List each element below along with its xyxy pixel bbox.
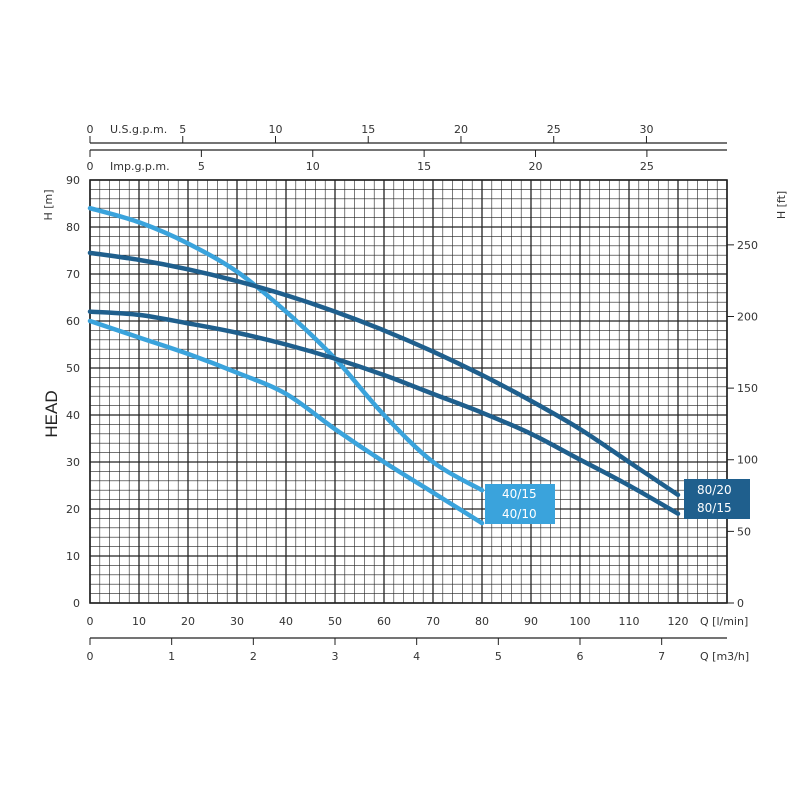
impgpm-name: Imp.g.p.m. (110, 160, 170, 173)
lmin-tick-label: 90 (524, 615, 538, 628)
right-tick-label: 150 (737, 382, 758, 395)
m3h-tick-label: 0 (87, 650, 94, 663)
impgpm-tick-label: 20 (529, 160, 543, 173)
usgpm-tick-label: 25 (547, 123, 561, 136)
left-tick-label: 0 (73, 597, 80, 610)
usgpm-tick-label: 5 (179, 123, 186, 136)
m3h-tick-label: 5 (495, 650, 502, 663)
right-tick-label: 50 (737, 525, 751, 538)
left-tick-label: 90 (66, 174, 80, 187)
left-unit-label: H [m] (42, 189, 55, 220)
right-tick-label: 250 (737, 239, 758, 252)
impgpm-tick-label: 15 (417, 160, 431, 173)
lmin-tick-label: 0 (87, 615, 94, 628)
m3h-tick-label: 7 (658, 650, 665, 663)
m3h-tick-label: 1 (168, 650, 175, 663)
left-tick-label: 30 (66, 456, 80, 469)
lmin-tick-label: 100 (570, 615, 591, 628)
series-label-40-15: 40/15 (502, 487, 537, 501)
usgpm-tick-label: 0 (87, 123, 94, 136)
lmin-tick-label: 10 (132, 615, 146, 628)
impgpm-tick-label: 5 (198, 160, 205, 173)
m3h-tick-label: 3 (332, 650, 339, 663)
usgpm-name: U.S.g.p.m. (110, 123, 167, 136)
left-tick-label: 50 (66, 362, 80, 375)
right-tick-label: 100 (737, 454, 758, 467)
series-label-80-20: 80/20 (697, 483, 732, 497)
left-tick-label: 70 (66, 268, 80, 281)
head-side-label: HEAD (42, 390, 61, 437)
lmin-tick-label: 70 (426, 615, 440, 628)
left-tick-label: 40 (66, 409, 80, 422)
series-label-40-10: 40/10 (502, 507, 537, 521)
lmin-tick-label: 60 (377, 615, 391, 628)
right-tick-label: 200 (737, 310, 758, 323)
right-tick-label: 0 (737, 597, 744, 610)
lmin-tick-label: 120 (668, 615, 689, 628)
m3h-tick-label: 2 (250, 650, 257, 663)
curve-80-15 (87, 309, 681, 516)
impgpm-tick-label: 0 (87, 160, 94, 173)
impgpm-tick-label: 25 (640, 160, 654, 173)
usgpm-tick-label: 15 (361, 123, 375, 136)
m3h-unit-label: Q [m3/h] (700, 650, 749, 663)
left-tick-label: 80 (66, 221, 80, 234)
lmin-tick-label: 80 (475, 615, 489, 628)
usgpm-tick-label: 20 (454, 123, 468, 136)
left-tick-label: 10 (66, 550, 80, 563)
plot-frame (89, 179, 728, 604)
chart-grid (89, 179, 728, 604)
m3h-tick-label: 6 (577, 650, 584, 663)
label-box-40 (485, 484, 555, 524)
axis-ticks (89, 136, 734, 645)
impgpm-tick-label: 10 (306, 160, 320, 173)
right-unit-label: H [ft] (775, 191, 788, 219)
label-box-80 (684, 479, 750, 519)
series-label-80-15: 80/15 (697, 501, 732, 515)
lmin-tick-label: 40 (279, 615, 293, 628)
left-tick-label: 20 (66, 503, 80, 516)
lmin-tick-label: 30 (230, 615, 244, 628)
curve-40-10 (87, 318, 485, 526)
m3h-tick-label: 4 (413, 650, 420, 663)
lmin-unit-label: Q [l/min] (700, 615, 748, 628)
curve-40-15 (87, 205, 485, 493)
curve-80-20 (87, 250, 681, 498)
lmin-tick-label: 20 (181, 615, 195, 628)
lmin-tick-label: 110 (619, 615, 640, 628)
usgpm-tick-label: 30 (639, 123, 653, 136)
pump-curves (87, 205, 681, 526)
usgpm-tick-label: 10 (268, 123, 282, 136)
left-tick-label: 60 (66, 315, 80, 328)
lmin-tick-label: 50 (328, 615, 342, 628)
